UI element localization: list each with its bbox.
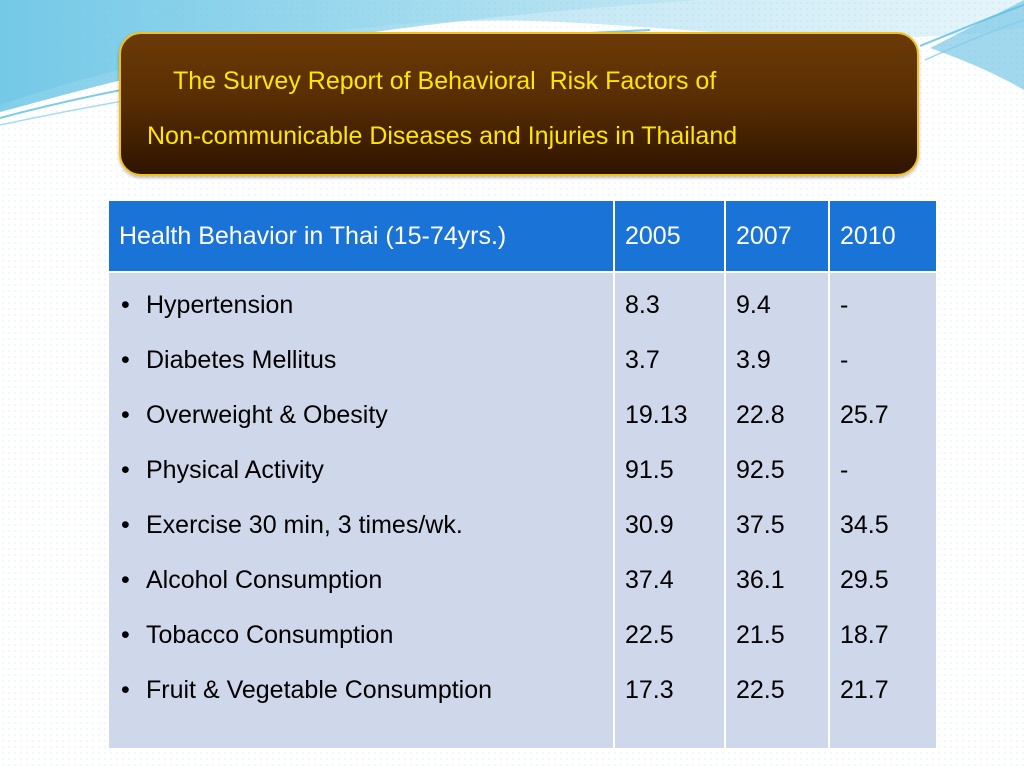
list-item: • Tobacco Consumption xyxy=(109,620,613,675)
health-behavior-table: Health Behavior in Thai (15-74yrs.) 2005… xyxy=(107,199,938,750)
table-header-row: Health Behavior in Thai (15-74yrs.) 2005… xyxy=(107,199,938,273)
value-2010: 29.5 xyxy=(840,566,889,594)
value-2007: 3.9 xyxy=(736,346,771,374)
value-2005: 30.9 xyxy=(625,511,674,539)
values-2005-list: 8.3 3.7 19.13 91.5 30.9 37.4 22.5 17.3 xyxy=(615,290,724,730)
header-2010: 2010 xyxy=(828,199,938,273)
values-2007-cell: 9.4 3.9 22.8 92.5 37.5 36.1 21.5 22.5 xyxy=(724,271,830,750)
value-2007: 92.5 xyxy=(736,456,785,484)
value-2007: 22.8 xyxy=(736,401,785,429)
list-item: • Fruit & Vegetable Consumption xyxy=(109,675,613,730)
value-2007: 36.1 xyxy=(736,566,785,594)
title-line-1: The Survey Report of Behavioral Risk Fac… xyxy=(173,67,717,95)
behavior-list: • Hypertension • Diabetes Mellitus • Overwe… xyxy=(109,290,613,730)
behavior-label: Tobacco Consumption xyxy=(146,621,394,649)
value-2005: 91.5 xyxy=(625,456,674,484)
value-2010: - xyxy=(840,346,849,374)
bullet-icon: • xyxy=(121,676,130,704)
header-2007: 2007 xyxy=(724,199,830,273)
behavior-label: Fruit & Vegetable Consumption xyxy=(146,676,493,704)
value-2007: 37.5 xyxy=(736,511,785,539)
value-2010: 25.7 xyxy=(840,401,889,429)
values-2010-cell: - - 25.7 - 34.5 29.5 18.7 21.7 xyxy=(828,271,938,750)
bullet-icon: • xyxy=(121,621,130,649)
behavior-label: Alcohol Consumption xyxy=(146,566,383,594)
bullet-icon: • xyxy=(121,291,130,319)
bullet-icon: • xyxy=(121,566,130,594)
bullet-icon: • xyxy=(121,346,130,374)
behavior-cell: • Hypertension • Diabetes Mellitus • Overwe… xyxy=(107,271,615,750)
value-2005: 19.13 xyxy=(625,401,688,429)
value-2007: 9.4 xyxy=(736,291,771,319)
value-2005: 22.5 xyxy=(625,621,674,649)
values-2007-list: 9.4 3.9 22.8 92.5 37.5 36.1 21.5 22.5 xyxy=(726,290,828,730)
value-2010: - xyxy=(840,291,849,319)
values-2005-cell: 8.3 3.7 19.13 91.5 30.9 37.4 22.5 17.3 xyxy=(613,271,726,750)
header-2005: 2005 xyxy=(613,199,726,273)
behavior-label: Overweight & Obesity xyxy=(146,401,388,429)
bullet-icon: • xyxy=(121,456,130,484)
list-item: • Overweight & Obesity xyxy=(109,400,613,455)
value-2007: 21.5 xyxy=(736,621,785,649)
list-item: • Exercise 30 min, 3 times/wk. xyxy=(109,510,613,565)
value-2010: 34.5 xyxy=(840,511,889,539)
values-2010-list: - - 25.7 - 34.5 29.5 18.7 21.7 xyxy=(830,290,936,730)
title-line-2: Non-communicable Diseases and Injuries i… xyxy=(147,122,738,150)
behavior-label: Exercise 30 min, 3 times/wk. xyxy=(146,511,463,539)
table-body-row: • Hypertension • Diabetes Mellitus • Overwe… xyxy=(107,271,938,750)
value-2005: 8.3 xyxy=(625,291,660,319)
value-2005: 17.3 xyxy=(625,676,674,704)
value-2010: - xyxy=(840,456,849,484)
list-item: • Alcohol Consumption xyxy=(109,565,613,620)
header-health-behavior: Health Behavior in Thai (15-74yrs.) xyxy=(107,199,615,273)
list-item: • Diabetes Mellitus xyxy=(109,345,613,400)
value-2007: 22.5 xyxy=(736,676,785,704)
value-2005: 3.7 xyxy=(625,346,660,374)
bullet-icon: • xyxy=(121,511,130,539)
value-2010: 18.7 xyxy=(840,621,889,649)
value-2010: 21.7 xyxy=(840,676,889,704)
bullet-icon: • xyxy=(121,401,130,429)
value-2005: 37.4 xyxy=(625,566,674,594)
title-banner: The Survey Report of Behavioral Risk Fac… xyxy=(119,32,919,176)
behavior-label: Physical Activity xyxy=(146,456,324,484)
list-item: • Hypertension xyxy=(109,290,613,345)
behavior-label: Diabetes Mellitus xyxy=(146,346,337,374)
behavior-label: Hypertension xyxy=(146,291,294,319)
list-item: • Physical Activity xyxy=(109,455,613,510)
